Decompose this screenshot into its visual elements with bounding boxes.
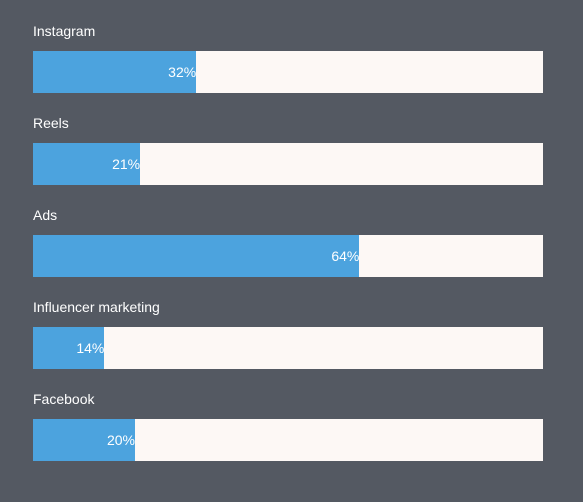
- bar-row-influencer-marketing: Influencer marketing 14%: [33, 298, 543, 390]
- bar-label-ads: Ads: [33, 207, 58, 223]
- bar-row-reels: Reels 21%: [33, 114, 543, 206]
- bar-track-reels: 21%: [33, 143, 543, 185]
- bar-fill-ads: 64%: [33, 235, 360, 277]
- bar-row-ads: Ads 64%: [33, 206, 543, 298]
- bar-row-instagram: Instagram 32%: [33, 22, 543, 114]
- bar-fill-influencer-marketing: 14%: [33, 327, 105, 369]
- bar-value-influencer-marketing: 14%: [76, 340, 105, 356]
- bar-value-instagram: 32%: [168, 64, 197, 80]
- bar-label-reels: Reels: [33, 115, 69, 131]
- bar-label-instagram: Instagram: [33, 23, 96, 39]
- bar-track-instagram: 32%: [33, 51, 543, 93]
- bar-label-facebook: Facebook: [33, 391, 95, 407]
- bar-label-influencer-marketing: Influencer marketing: [33, 299, 160, 315]
- bar-fill-instagram: 32%: [33, 51, 197, 93]
- bar-value-facebook: 20%: [106, 432, 135, 448]
- bar-track-influencer-marketing: 14%: [33, 327, 543, 369]
- bar-row-facebook: Facebook 20%: [33, 390, 543, 482]
- bar-track-facebook: 20%: [33, 419, 543, 461]
- bar-track-ads: 64%: [33, 235, 543, 277]
- bar-value-ads: 64%: [331, 248, 360, 264]
- bar-value-reels: 21%: [112, 156, 141, 172]
- progress-bar-chart: Instagram 32% Reels 21% Ads 64% Influenc…: [33, 22, 543, 482]
- bar-fill-facebook: 20%: [33, 419, 135, 461]
- bar-fill-reels: 21%: [33, 143, 141, 185]
